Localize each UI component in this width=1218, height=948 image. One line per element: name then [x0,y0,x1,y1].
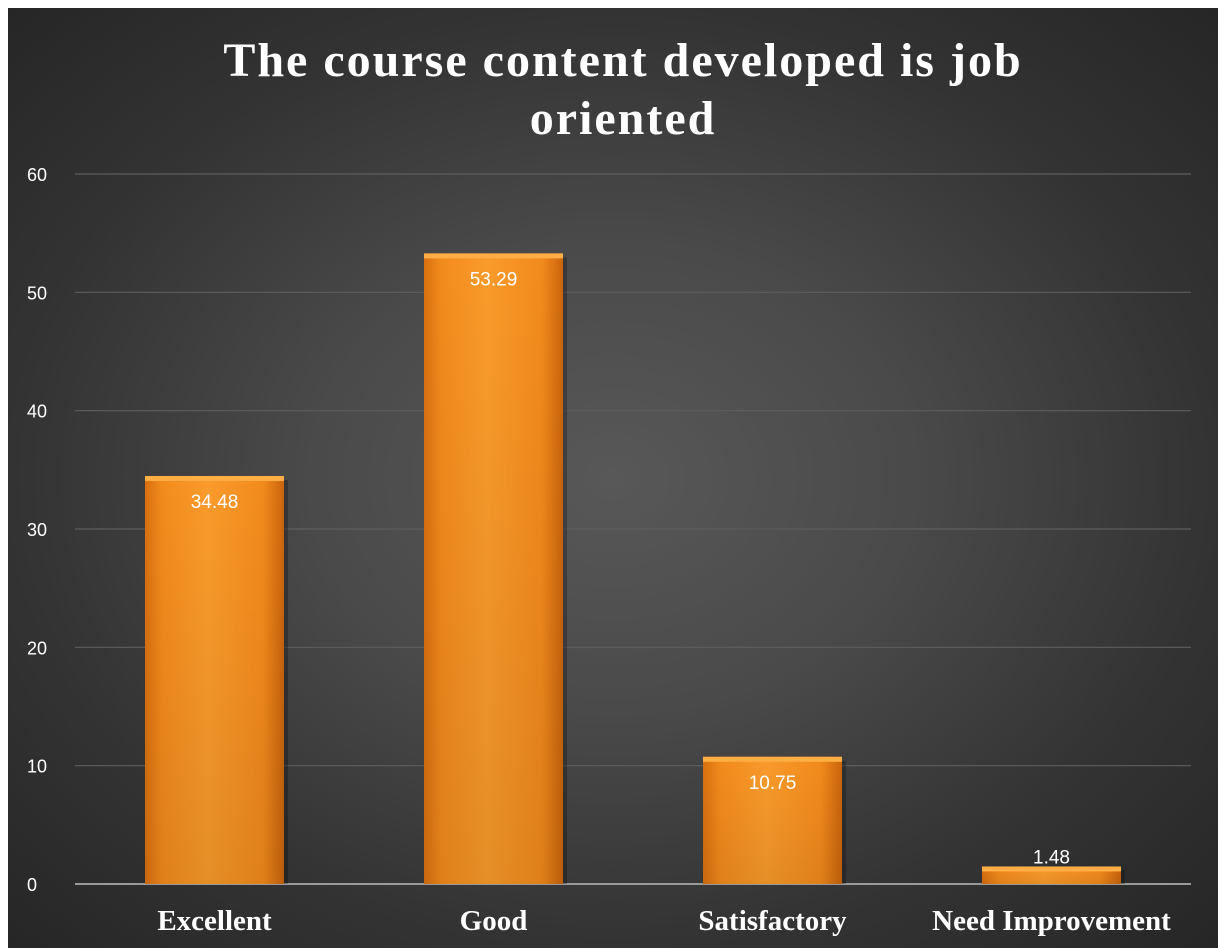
data-label: 53.29 [470,269,518,290]
bar-excellent [145,475,288,884]
x-category-label: Satisfactory [698,905,847,937]
bar-shade [424,253,563,884]
x-category-label: Good [460,905,528,937]
data-label: 1.48 [1033,847,1070,868]
chart-title-line-1: The course content developed is job [223,34,1023,87]
bar-satisfactory [703,756,846,884]
bar-top-bevel [424,253,563,259]
y-tick-label: 50 [27,283,47,303]
y-axis-ticks: 0 10 20 30 40 50 60 [27,165,47,895]
y-tick-label: 0 [27,875,37,895]
data-label: 34.48 [191,492,239,513]
bar-top-bevel [145,475,284,481]
bar-shade [145,475,284,884]
data-label: 10.75 [749,773,797,794]
data-labels: 34.48 53.29 10.75 1.48 [191,269,1070,868]
bar-good [424,253,567,884]
bars [145,253,1125,884]
y-tick-label: 10 [27,757,47,777]
y-tick-label: 20 [27,638,47,658]
bar-top-bevel [982,866,1121,872]
bar-top-bevel [703,756,842,762]
y-tick-label: 60 [27,165,47,185]
x-category-label: Need Improvement [932,905,1171,937]
y-tick-label: 30 [27,520,47,540]
chart-title: The course content developed is job orie… [8,32,1218,148]
bar-need-improvement [982,866,1125,884]
chart-title-line-2: oriented [529,92,717,145]
x-category-label: Excellent [157,905,272,937]
y-tick-label: 40 [27,402,47,422]
bar-shade [703,756,842,884]
x-axis-categories: Excellent Good Satisfactory Need Improvemen… [157,905,1171,937]
